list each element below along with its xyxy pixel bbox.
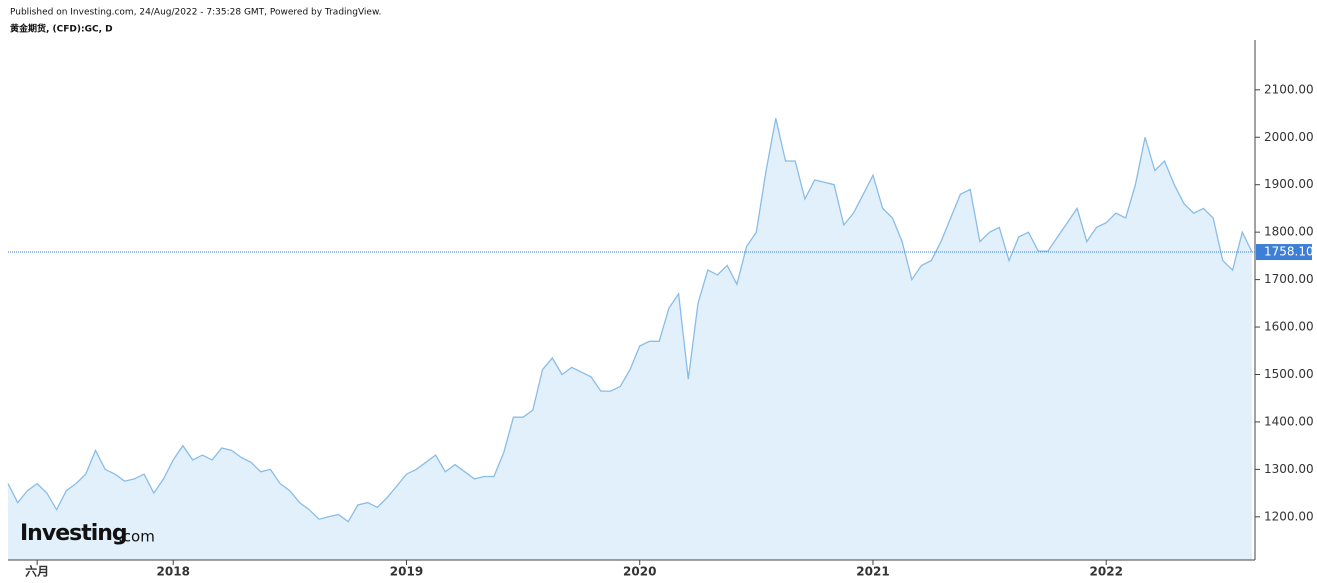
y-tick-label: 1400.00 [1264,414,1314,428]
y-tick-label: 1500.00 [1264,367,1314,381]
y-tick-label: 1600.00 [1264,320,1314,334]
x-tick-label: 2020 [623,565,656,579]
y-tick-label: 1300.00 [1264,462,1314,476]
logo-suffix: .com [118,528,155,546]
plot [7,118,1253,561]
y-tick-label: 1200.00 [1264,509,1314,523]
publish-note: Published on Investing.com, 24/Aug/2022 … [10,8,381,18]
x-tick-label: 2021 [856,565,889,579]
price-line [7,118,1253,523]
y-tick-label: 1700.00 [1264,272,1314,286]
y-tick-label: 1900.00 [1264,177,1314,191]
y-tick-label: 1800.00 [1264,225,1314,239]
last-price-box [1256,244,1312,261]
x-tick-label: 2019 [390,565,423,579]
y-tick-label: 2100.00 [1264,82,1314,96]
x-tick-label: 2022 [1090,565,1123,579]
logo-brand: Investing [20,521,127,546]
y-tick-label: 2000.00 [1264,130,1314,144]
area-fill [8,118,1252,561]
x-tick-label: 六月 [25,564,49,579]
last-price-label: 1758.10 [1264,245,1314,259]
symbol-title: 黄金期货, (CFD):GC, D [10,23,113,35]
x-tick-label: 2018 [157,565,190,579]
